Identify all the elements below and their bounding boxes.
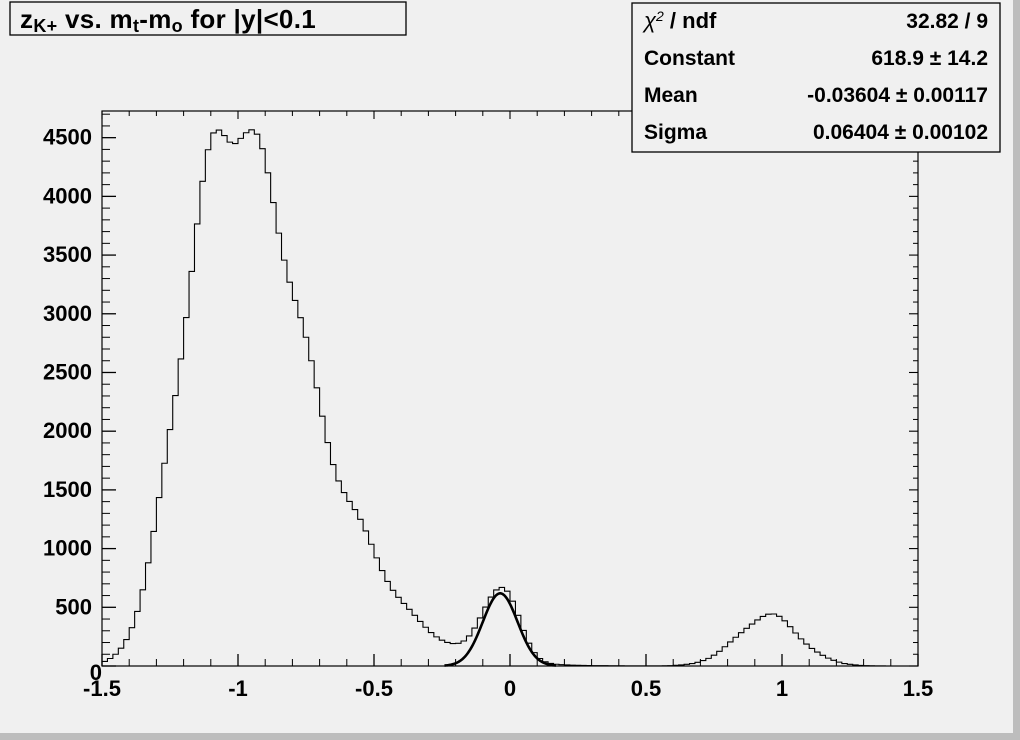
svg-text:zK+ vs. mt-mo for |y|<0.1: zK+ vs. mt-mo for |y|<0.1: [20, 4, 316, 36]
svg-text:-0.03604 ± 0.00117: -0.03604 ± 0.00117: [807, 84, 988, 107]
svg-text:4500: 4500: [43, 125, 92, 150]
svg-text:1000: 1000: [43, 536, 92, 561]
svg-text:32.82 / 9: 32.82 / 9: [906, 10, 988, 33]
svg-text:Sigma: Sigma: [644, 121, 707, 144]
svg-text:0.06404 ± 0.00102: 0.06404 ± 0.00102: [813, 121, 988, 144]
svg-text:-1: -1: [228, 676, 248, 701]
svg-text:χ2 / ndf: χ2 / ndf: [642, 8, 717, 33]
svg-text:0: 0: [504, 676, 516, 701]
svg-text:3000: 3000: [43, 301, 92, 326]
svg-text:1500: 1500: [43, 477, 92, 502]
svg-text:1: 1: [776, 676, 788, 701]
svg-text:500: 500: [55, 594, 92, 619]
svg-text:4000: 4000: [43, 183, 92, 208]
svg-text:2500: 2500: [43, 359, 92, 384]
svg-text:0.5: 0.5: [631, 676, 662, 701]
svg-text:2000: 2000: [43, 418, 92, 443]
svg-text:-1.5: -1.5: [83, 676, 121, 701]
svg-text:618.9 ± 14.2: 618.9 ± 14.2: [871, 47, 988, 70]
svg-text:Constant: Constant: [644, 47, 735, 70]
svg-text:0: 0: [90, 660, 102, 685]
svg-text:1.5: 1.5: [903, 676, 934, 701]
svg-text:-0.5: -0.5: [355, 676, 393, 701]
svg-text:3500: 3500: [43, 242, 92, 267]
svg-text:Mean: Mean: [644, 84, 698, 107]
